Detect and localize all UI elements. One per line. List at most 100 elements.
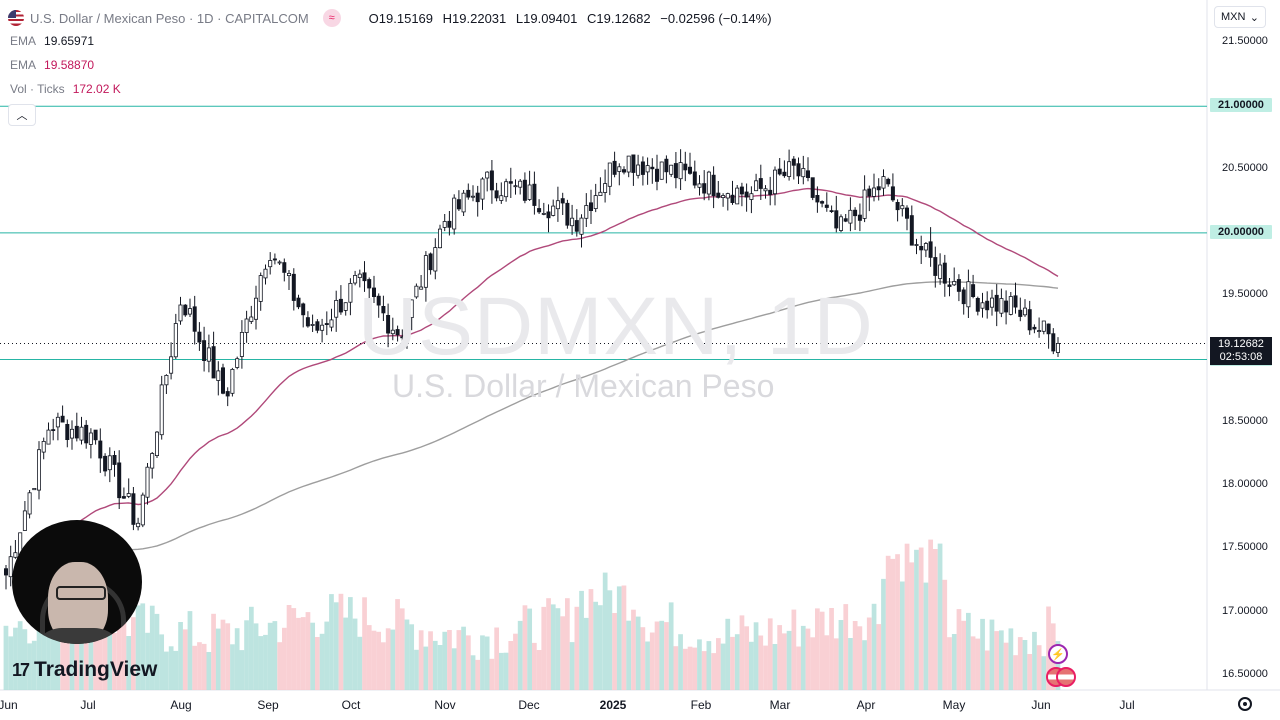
indicator-value: 19.58870 (44, 58, 95, 72)
volume-bar (843, 604, 849, 690)
candle-body (381, 305, 386, 314)
candle-body (499, 195, 504, 201)
economic-events-icon[interactable] (1046, 667, 1084, 689)
volume-bar (409, 624, 415, 690)
candle-body (730, 194, 735, 203)
candle-body (763, 188, 768, 192)
glasses (56, 586, 106, 600)
volume-bar (296, 617, 301, 690)
candle-body (305, 317, 310, 327)
volume-bar (333, 602, 339, 690)
candle-body (107, 455, 112, 471)
volume-bar (1032, 631, 1037, 690)
settings-gear-icon[interactable] (1238, 697, 1252, 711)
volume-bar (824, 635, 830, 690)
candle-body (857, 214, 862, 221)
close-value: 19.12682 (596, 10, 651, 26)
volume-bar (881, 578, 886, 690)
volume-bar (140, 603, 146, 690)
volume-bar (833, 638, 839, 690)
candle-body (584, 205, 589, 219)
volume-bar (366, 625, 372, 690)
candle-body (79, 426, 84, 441)
candle-body (206, 347, 211, 362)
volume-bar (574, 606, 580, 690)
price-tick-label: 16.50000 (1222, 668, 1268, 680)
ema-fast-line (43, 187, 1059, 555)
volume-bar (484, 636, 490, 690)
volume-bar (428, 631, 433, 690)
candle-body (598, 191, 603, 197)
indicator-volume[interactable]: Vol · Ticks 172.02 K (10, 82, 121, 96)
indicator-value: 172.02 K (72, 82, 121, 96)
volume-bar (182, 629, 188, 690)
candle-body (862, 189, 867, 219)
candle-body (1032, 326, 1037, 330)
volume-bar (829, 608, 834, 690)
currency-selector[interactable]: MXN ⌄ (1214, 6, 1266, 28)
price-tick-label: 21.00000 (1210, 98, 1272, 113)
candle-body (258, 275, 263, 302)
candle-body (173, 323, 178, 358)
interval-label[interactable]: 1D (196, 10, 214, 26)
candle-body (754, 180, 759, 192)
volume-bar (442, 631, 448, 690)
volume-bar (135, 605, 141, 690)
volume-bar (168, 646, 174, 690)
volume-bar (994, 631, 1000, 690)
candle-body (225, 391, 230, 397)
price-tick-label: 20.50000 (1222, 161, 1268, 174)
candle-body (324, 323, 329, 326)
indicator-ema-1[interactable]: EMA 19.65971 (10, 34, 94, 48)
candle-body (485, 171, 490, 179)
candle-body (631, 154, 636, 173)
indicator-value: 19.65971 (44, 34, 95, 48)
market-status-icon[interactable]: ≈ (322, 9, 341, 27)
volume-bar (192, 645, 198, 690)
candle-body (669, 164, 674, 175)
indicator-name: EMA (10, 34, 37, 48)
candle-body (872, 187, 877, 197)
volume-bar (225, 623, 231, 690)
candle-body (164, 374, 169, 386)
candle-body (145, 466, 150, 498)
indicator-ema-2[interactable]: EMA 19.58870 (10, 58, 94, 72)
candle-body (640, 161, 645, 175)
price-tick-label: 18.00000 (1222, 478, 1268, 491)
candle-body (150, 453, 155, 469)
candle-body (466, 189, 471, 198)
candle-body (494, 190, 499, 199)
volume-bar (36, 605, 42, 690)
candle-body (183, 304, 188, 316)
volume-bar (984, 650, 990, 690)
candle-body (815, 194, 820, 203)
volume-bar (645, 641, 650, 690)
volume-bar (93, 640, 99, 690)
volume-bar (961, 620, 967, 690)
event-lightning-icon[interactable]: ⚡ (1048, 644, 1068, 664)
volume-bar (173, 650, 179, 690)
presenter-webcam (12, 520, 142, 644)
volume-bar (635, 616, 641, 690)
candle-body (961, 289, 966, 305)
volume-bar (65, 628, 70, 690)
candle-body (834, 210, 839, 229)
symbol-name[interactable]: U.S. Dollar / Mexican Peso (30, 10, 186, 26)
volume-bar (772, 644, 778, 690)
volume-bar (541, 606, 547, 690)
symbol-title[interactable]: U.S. Dollar / Mexican Peso · 1D · CAPITA… (30, 10, 309, 26)
candle-body (178, 304, 183, 322)
candle-body (419, 286, 424, 290)
tradingview-logo[interactable]: 17 TradingView (12, 658, 157, 682)
candle-body (230, 368, 235, 394)
volume-bar (805, 628, 811, 690)
collapse-indicators-button[interactable]: ︿ (8, 104, 36, 126)
candle-body (41, 440, 46, 453)
volume-bar (848, 638, 853, 690)
volume-bar (1022, 640, 1028, 690)
volume-bar (593, 601, 599, 690)
candle-body (423, 255, 428, 288)
volume-bar (800, 625, 806, 690)
volume-bar (329, 594, 334, 690)
